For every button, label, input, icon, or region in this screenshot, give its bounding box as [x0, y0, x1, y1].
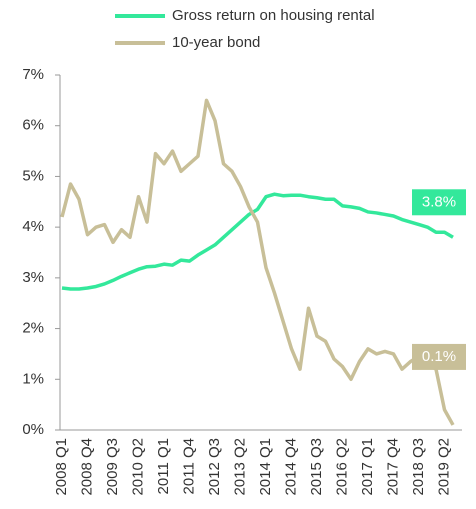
y-tick-label: 5%: [22, 167, 44, 184]
x-tick-label: 2018 Q3: [410, 438, 427, 496]
y-tick-label: 6%: [22, 117, 44, 134]
legend-label: 10-year bond: [172, 34, 260, 51]
legend-label: Gross return on housing rental: [172, 7, 375, 24]
x-tick-label: 2017 Q4: [384, 438, 401, 496]
x-tick-label: 2008 Q4: [78, 438, 95, 496]
end-label-box: [412, 343, 466, 370]
end-label: 3.8%: [422, 193, 456, 210]
x-tick-label: 2016 Q2: [333, 438, 350, 496]
y-tick-label: 2%: [22, 320, 44, 337]
y-tick-label: 7%: [22, 66, 44, 83]
x-tick-label: 2011 Q4: [180, 438, 197, 494]
x-tick-label: 2015 Q3: [308, 438, 325, 496]
x-tick-label: 2017 Q1: [359, 438, 376, 496]
series-line: [61, 192, 454, 291]
end-label-box: [412, 189, 466, 216]
x-tick-label: 2008 Q1: [53, 438, 70, 496]
x-tick-label: 2011 Q1: [155, 438, 172, 494]
x-tick-label: 2010 Q2: [129, 438, 146, 496]
y-tick-label: 1%: [22, 370, 44, 387]
end-label: 0.1%: [422, 348, 456, 365]
series-line: [60, 98, 455, 426]
x-tick-label: 2013 Q2: [231, 438, 248, 496]
x-tick-label: 2019 Q2: [435, 438, 452, 496]
x-tick-label: 2014 Q1: [257, 438, 274, 496]
y-tick-label: 0%: [22, 421, 44, 438]
y-tick-label: 3%: [22, 269, 44, 286]
y-tick-label: 4%: [22, 218, 44, 235]
x-tick-label: 2009 Q3: [104, 438, 121, 496]
x-tick-label: 2014 Q4: [282, 438, 299, 496]
x-tick-label: 2012 Q3: [206, 438, 223, 496]
